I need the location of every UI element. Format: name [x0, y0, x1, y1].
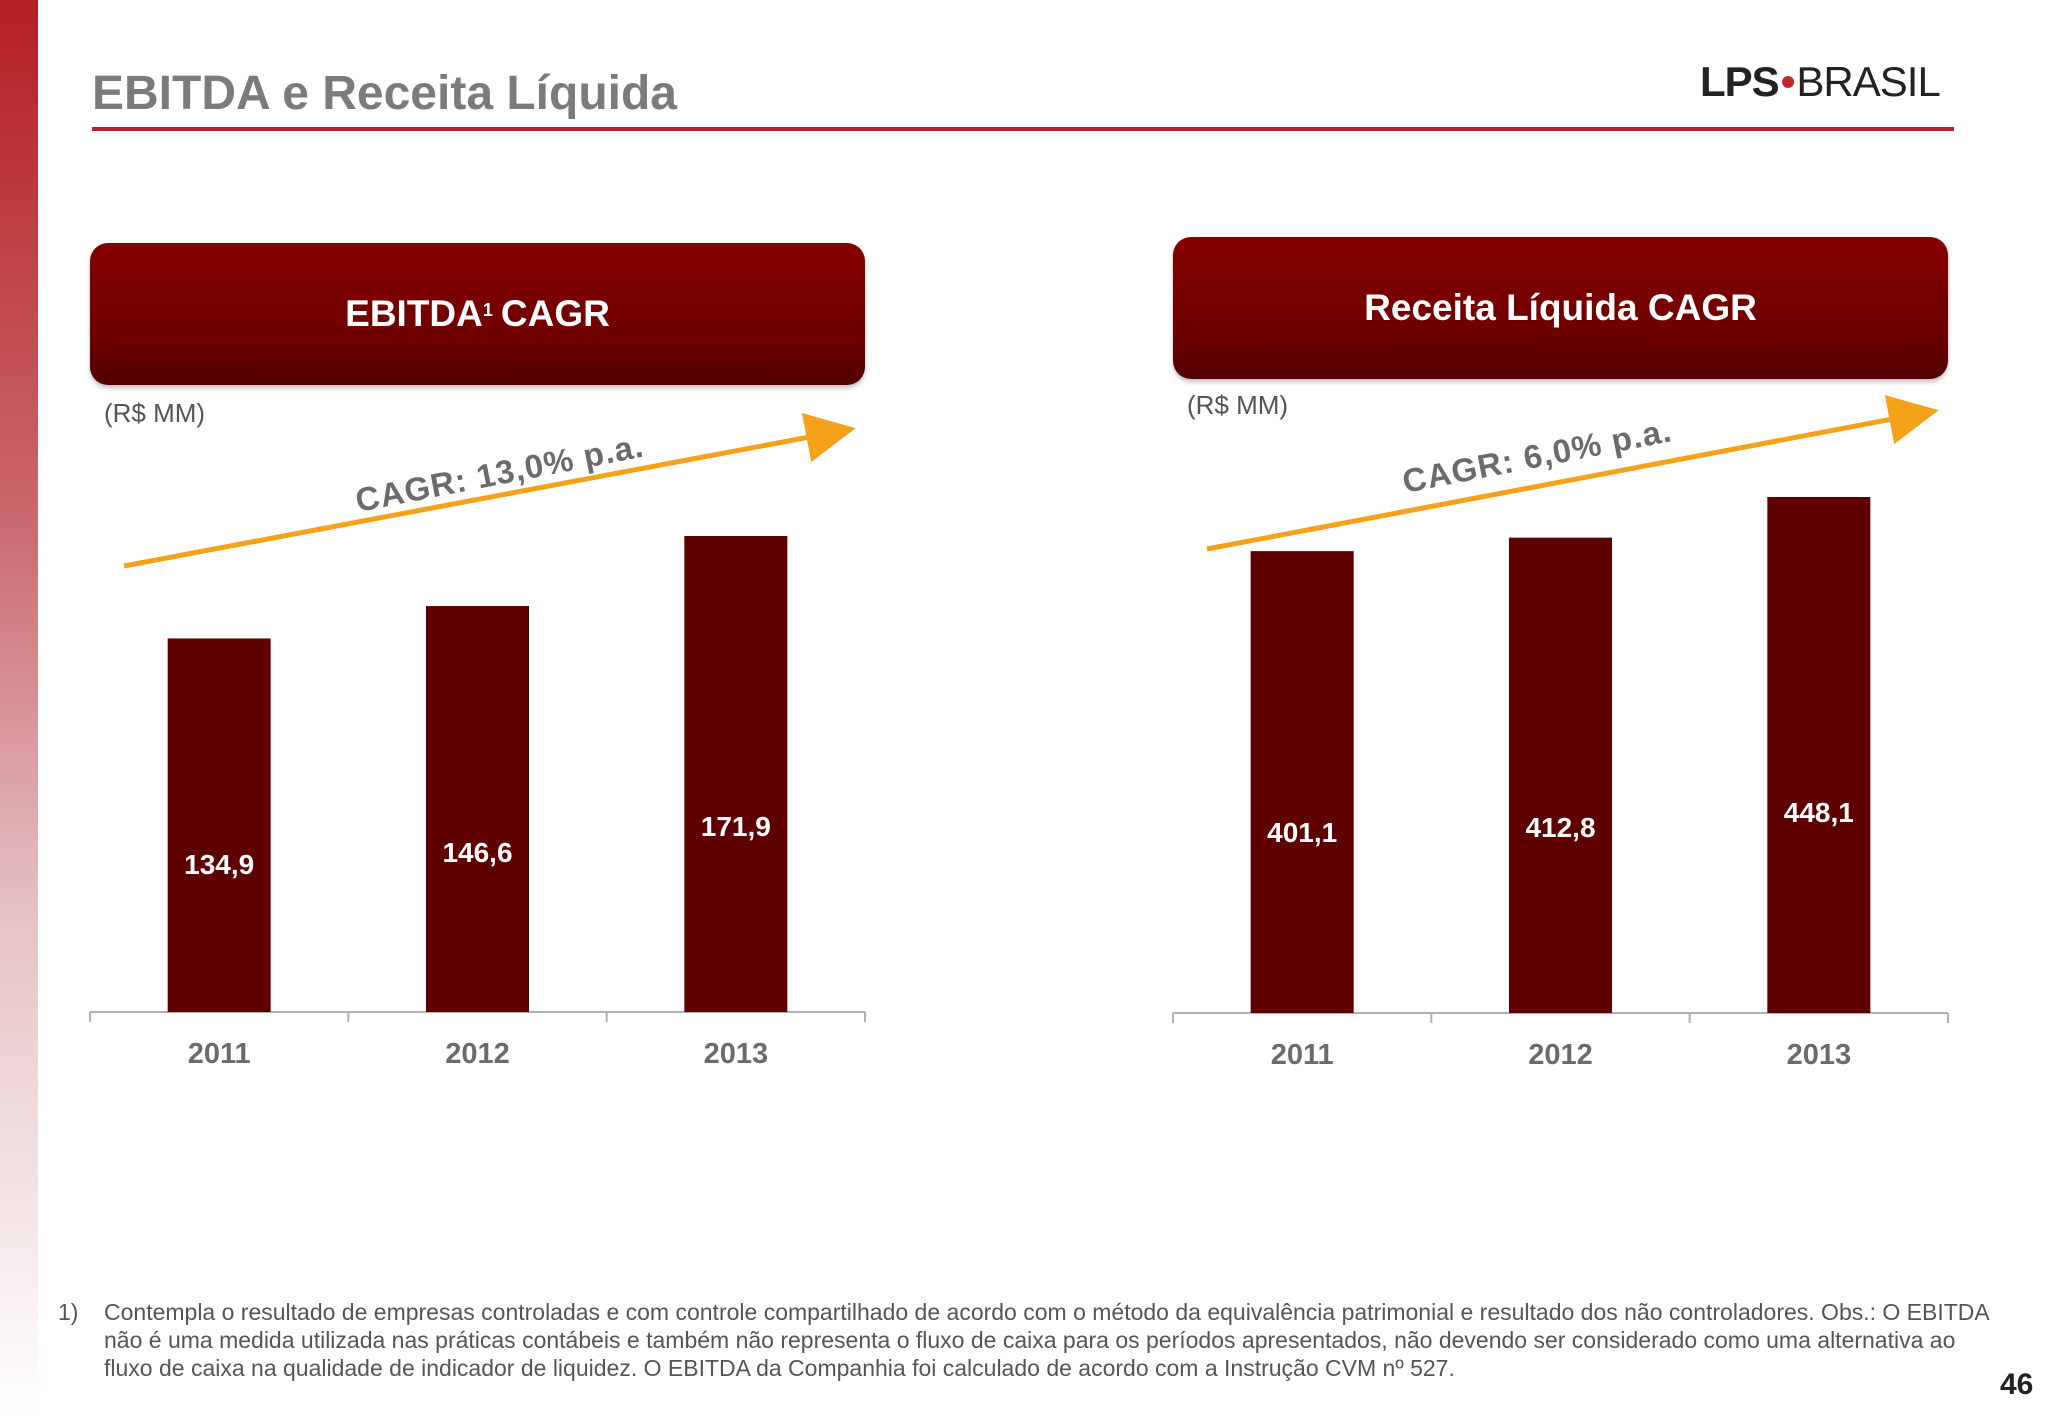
receita-chart-header: Receita Líquida CAGR	[1173, 237, 1948, 379]
receita-header-label: Receita Líquida CAGR	[1364, 287, 1757, 328]
logo-dot: •	[1780, 58, 1796, 105]
bar-value-label: 401,1	[1267, 817, 1337, 848]
ebitda-chart-header: EBITDA 1 CAGR	[90, 243, 865, 385]
logo-brasil: BRASIL	[1796, 58, 1940, 105]
logo-lps: LPS	[1700, 58, 1780, 105]
side-accent-bar	[0, 0, 38, 1418]
ebitda-header-suffix: CAGR	[500, 293, 610, 334]
category-label-2013: 2013	[1787, 1039, 1852, 1071]
page-title: EBITDA e Receita Líquida	[92, 67, 677, 120]
title-divider	[92, 127, 1954, 131]
ebitda-header-footnote-mark: 1	[482, 299, 493, 320]
footnote-text: Contempla o resultado de empresas contro…	[104, 1299, 1989, 1381]
receita-unit-label: (R$ MM)	[1187, 390, 1289, 420]
cagr-label: CAGR: 13,0% p.a.	[352, 427, 647, 519]
ebitda-bar-chart: 134,9 2011 146,6 2012 171,9 2013 CAGR: 13,0% p…	[89, 412, 866, 1070]
bar-2012	[426, 606, 529, 1012]
receita-chart-panel: Receita Líquida CAGR (R$ MM) 401,1 2011 41…	[1172, 0, 1963, 1180]
footnote-number: 1)	[58, 1299, 79, 1325]
cagr-trend-arrow	[123, 412, 856, 569]
page-number: 46	[2000, 1368, 2034, 1401]
ebitda-chart-panel: EBITDA 1 CAGR (R$ MM) 134,9 2011 146,6 2012 17…	[89, 0, 880, 1180]
bar-2012	[1509, 537, 1612, 1013]
bar-2013	[1767, 497, 1871, 1013]
category-label-2011: 2011	[188, 1038, 251, 1070]
company-logo: LPS•BRASIL	[1700, 58, 1960, 108]
bar-value-label: 134,9	[184, 849, 254, 880]
bar-value-label: 412,8	[1525, 812, 1595, 843]
ebitda-unit-label: (R$ MM)	[104, 398, 206, 428]
bar-2013	[684, 536, 788, 1012]
bar-2011	[167, 638, 271, 1012]
category-label-2011: 2011	[1271, 1039, 1334, 1071]
bar-2011	[1250, 551, 1354, 1013]
category-label-2012: 2012	[1528, 1039, 1593, 1071]
cagr-trend-arrow	[1206, 395, 1939, 552]
category-label-2013: 2013	[704, 1038, 769, 1070]
category-label-2012: 2012	[445, 1038, 510, 1070]
bar-value-label: 171,9	[701, 811, 771, 842]
bar-value-label: 448,1	[1784, 797, 1854, 828]
bar-value-label: 146,6	[442, 837, 512, 868]
ebitda-header-label: EBITDA	[345, 293, 483, 334]
